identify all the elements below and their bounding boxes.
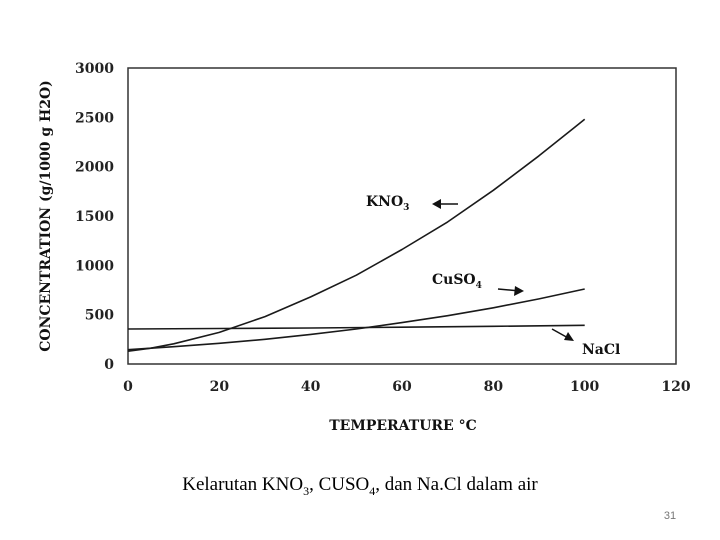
svg-text:KNO3: KNO3	[366, 194, 409, 213]
label-cuso4-main: CuSO	[432, 272, 476, 288]
arrowhead-cuso4	[514, 286, 524, 296]
page-number: 31	[663, 510, 677, 522]
caption-sub1: 3	[303, 483, 310, 498]
y-tick-label: 2000	[75, 160, 114, 176]
caption-part2: , CUSO	[309, 474, 370, 495]
label-cuso4: CuSO4	[432, 272, 524, 296]
y-tick-label: 500	[85, 308, 114, 324]
label-kno3: KNO3	[366, 194, 458, 213]
x-axis-ticks: 0 20 40 60 80 100 120	[123, 379, 691, 395]
y-tick-label: 3000	[75, 61, 114, 77]
y-axis-title: CONCENTRATION (g/1000 g H2O)	[38, 80, 54, 352]
y-tick-label: 1500	[75, 209, 114, 225]
x-axis-title: TEMPERATURE °C	[329, 418, 476, 434]
slide-caption: Kelarutan KNO3, CUSO4, dan Na.Cl dalam a…	[0, 474, 720, 499]
y-tick-label: 0	[104, 357, 114, 373]
caption-sub2: 4	[369, 483, 376, 498]
series-line-cuso4	[127, 288, 585, 351]
label-kno3-main: KNO	[366, 194, 403, 210]
x-tick-label: 40	[301, 379, 321, 395]
plot-frame	[127, 67, 677, 365]
x-tick-label: 80	[484, 379, 504, 395]
x-tick-label: 20	[210, 379, 230, 395]
x-tick-label: 100	[570, 379, 599, 395]
series-line-kno3	[127, 118, 586, 352]
caption-part3: , dan Na.Cl dalam air	[375, 474, 538, 495]
x-tick-label: 60	[392, 379, 412, 395]
y-tick-label: 2500	[75, 110, 114, 126]
series-lines	[127, 118, 586, 352]
label-nacl-main: NaCl	[582, 342, 620, 358]
solubility-chart: 0 500 1000 1500 2000 2500 3000 0 20 40 60 80 100 120…	[38, 61, 691, 434]
x-tick-label: 120	[661, 379, 690, 395]
svg-text:CuSO4: CuSO4	[432, 272, 482, 291]
arrowhead-nacl	[564, 332, 574, 341]
y-tick-label: 1000	[75, 258, 114, 274]
arrowhead-kno3	[432, 199, 441, 209]
label-kno3-sub: 3	[403, 203, 409, 213]
label-nacl: NaCl	[551, 328, 620, 358]
y-axis-ticks: 0 500 1000 1500 2000 2500 3000	[75, 61, 114, 373]
caption-part1: Kelarutan KNO	[182, 474, 304, 495]
series-line-nacl	[127, 324, 585, 330]
label-cuso4-sub: 4	[476, 281, 482, 291]
x-tick-label: 0	[123, 379, 133, 395]
